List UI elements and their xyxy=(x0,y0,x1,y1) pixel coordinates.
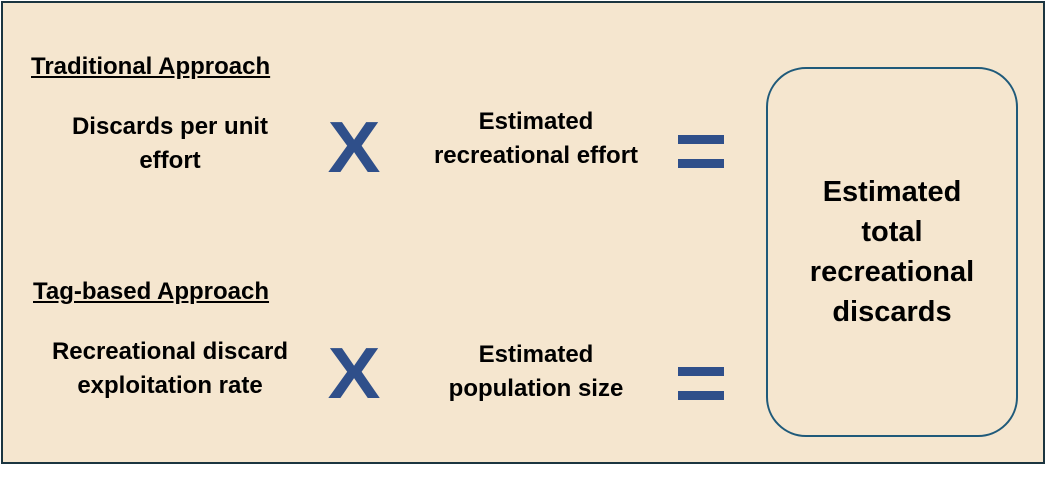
diagram-frame xyxy=(1,1,1045,464)
tag-based-multiply-operator: X xyxy=(327,334,381,414)
traditional-term-estimated-recreational-effort: Estimated recreational effort xyxy=(433,108,639,169)
tag-based-equals-operator xyxy=(678,367,724,401)
tag-based-term-recreational-discard-exploitation-rate: Recreational discard exploitation rate xyxy=(51,338,289,399)
tag-based-term-estimated-population-size: Estimated population size xyxy=(448,341,624,402)
equals-bar-top xyxy=(678,135,724,144)
equals-bar-bottom xyxy=(678,159,724,168)
traditional-term-discards-per-unit-effort: Discards per unit effort xyxy=(71,113,269,174)
traditional-multiply-operator: X xyxy=(327,108,381,188)
tag-based-approach-heading: Tag-based Approach xyxy=(33,278,270,305)
traditional-equals-operator xyxy=(678,135,724,169)
traditional-approach-heading: Traditional Approach xyxy=(31,53,271,80)
result-box: Estimated total recreational discards xyxy=(766,67,1018,437)
equals-bar-bottom xyxy=(678,391,724,400)
result-estimated-total-recreational-discards: Estimated total recreational discards xyxy=(809,176,975,328)
equals-bar-top xyxy=(678,367,724,376)
